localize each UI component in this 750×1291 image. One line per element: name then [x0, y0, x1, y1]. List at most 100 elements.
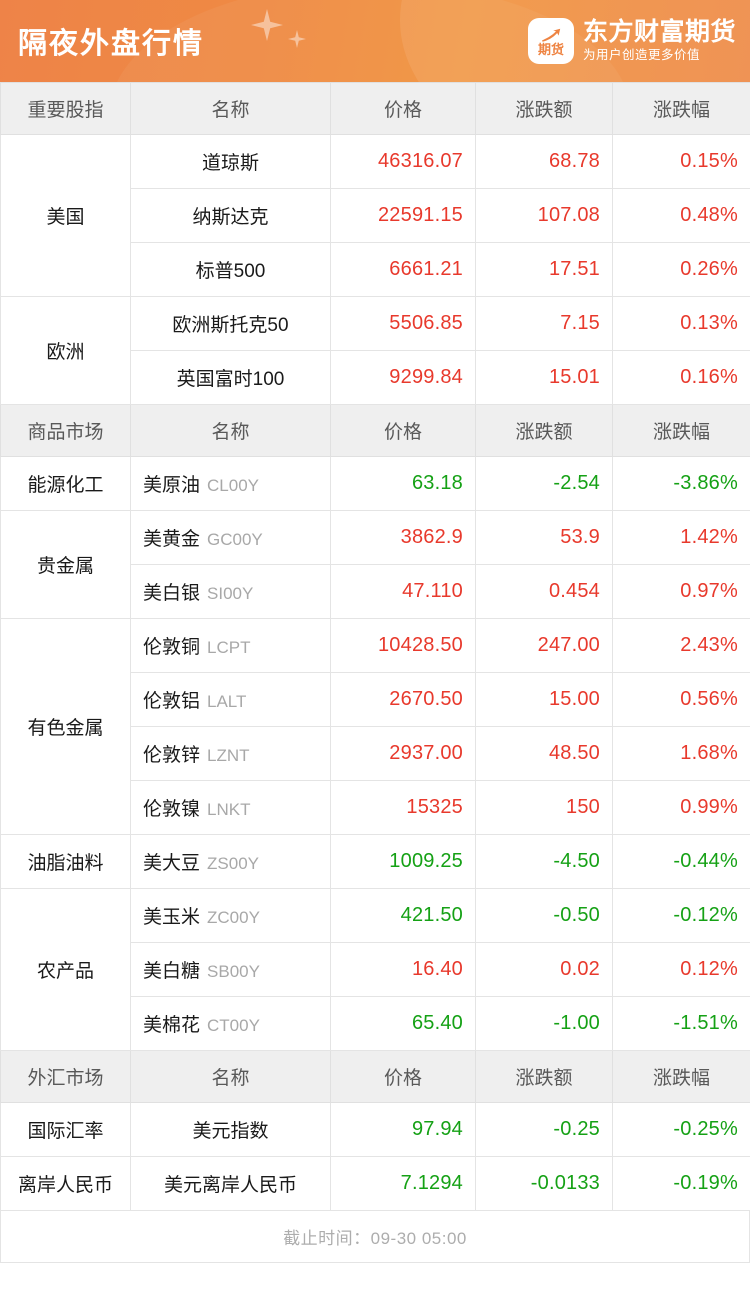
change-cell: 107.08 — [475, 188, 613, 243]
price-cell: 6661.21 — [330, 242, 476, 297]
sparkle-icon — [251, 9, 283, 41]
table-row[interactable]: 美国 道琼斯 46316.07 68.78 0.15% — [0, 134, 750, 297]
price-cell: 46316.07 — [330, 134, 476, 189]
instrument-name: 美黄金 — [143, 529, 201, 550]
brand-logo: 期货 东方财富期货 为用户创造更多价值 — [527, 18, 736, 64]
instrument-name: 欧洲斯托克50 — [172, 315, 289, 336]
table-row[interactable]: 伦敦镍 LNKT 15325 150 0.99% — [1, 780, 750, 835]
price-cell: 421.50 — [330, 888, 476, 943]
category-cell: 农产品 — [0, 888, 131, 1051]
category-cell: 离岸人民币 — [0, 1156, 131, 1211]
table-row[interactable]: 欧洲 欧洲斯托克50 5506.85 7.15 0.13% — [0, 296, 750, 405]
change-cell: 0.454 — [475, 564, 613, 619]
instrument-name-cell: 道琼斯 — [130, 134, 331, 189]
instrument-name: 美元指数 — [192, 1121, 269, 1142]
category-cell: 有色金属 — [0, 618, 131, 835]
price-cell: 2670.50 — [330, 672, 476, 727]
table-row[interactable]: 油脂油料 美大豆 ZS00Y 1009.25 -4.50 -0.44% — [0, 834, 750, 889]
logo-wordmark: 东方财富期货 为用户创造更多价值 — [582, 18, 736, 64]
column-header-3: 涨跌幅 — [612, 82, 750, 135]
column-header-3: 涨跌幅 — [612, 404, 750, 457]
instrument-name: 美棉花 — [143, 1015, 201, 1036]
table-row[interactable]: 美白糖 SB00Y 16.40 0.02 0.12% — [1, 942, 750, 997]
instrument-name: 美玉米 — [143, 907, 201, 928]
change-cell: 15.00 — [475, 672, 613, 727]
change-percent-cell: 0.48% — [612, 188, 750, 243]
change-cell: 7.15 — [475, 296, 613, 351]
section-header-row: 外汇市场 名称 价格 涨跌额 涨跌幅 — [0, 1050, 750, 1103]
quotes-table-body: 重要股指 名称 价格 涨跌额 涨跌幅 美国 道琼斯 46316.07 68.78 0.15% 纳斯达… — [0, 82, 750, 1211]
change-percent-cell: 0.26% — [612, 242, 750, 297]
instrument-name-cell: 伦敦铜 LCPT — [130, 618, 331, 673]
instrument-name: 伦敦镍 — [143, 799, 201, 820]
page-banner: 隔夜外盘行情 期货 东方财富期货 为用户创造更多价值 — [0, 0, 750, 82]
instrument-name: 英国富时100 — [176, 369, 285, 390]
instrument-ticker: SB00Y — [207, 962, 260, 981]
table-row[interactable]: 能源化工 美原油 CL00Y 63.18 -2.54 -3.86% — [0, 456, 750, 511]
change-cell: 48.50 — [475, 726, 613, 781]
table-row[interactable]: 美白银 SI00Y 47.110 0.454 0.97% — [1, 564, 750, 619]
price-cell: 10428.50 — [330, 618, 476, 673]
price-cell: 5506.85 — [330, 296, 476, 351]
logo-slogan: 为用户创造更多价值 — [582, 47, 700, 62]
table-row[interactable]: 农产品 美玉米 ZC00Y 421.50 -0.50 -0.12% — [0, 888, 750, 1051]
change-cell: -4.50 — [475, 834, 613, 889]
price-cell: 63.18 — [330, 456, 476, 511]
instrument-ticker: CL00Y — [207, 476, 259, 495]
column-header-2: 涨跌额 — [475, 1050, 613, 1103]
category-cell: 欧洲 — [0, 296, 131, 405]
quotes-table: 重要股指 名称 价格 涨跌额 涨跌幅 美国 道琼斯 46316.07 68.78 0.15% 纳斯达… — [0, 82, 750, 1211]
table-row[interactable]: 伦敦铝 LALT 2670.50 15.00 0.56% — [1, 672, 750, 727]
table-row[interactable]: 英国富时100 9299.84 15.01 0.16% — [1, 350, 750, 405]
change-cell: -0.25 — [475, 1102, 613, 1157]
table-row[interactable]: 贵金属 美黄金 GC00Y 3862.9 53.9 1.42% — [0, 510, 750, 619]
price-cell: 7.1294 — [330, 1156, 476, 1211]
column-header-0: 名称 — [130, 1050, 331, 1103]
table-row[interactable]: 纳斯达克 22591.15 107.08 0.48% — [1, 188, 750, 243]
price-cell: 9299.84 — [330, 350, 476, 405]
price-cell: 16.40 — [330, 942, 476, 997]
category-cell: 油脂油料 — [0, 834, 131, 889]
category-cell: 能源化工 — [0, 456, 131, 511]
price-cell: 22591.15 — [330, 188, 476, 243]
instrument-name: 伦敦锌 — [143, 745, 201, 766]
change-percent-cell: -0.25% — [612, 1102, 750, 1157]
instrument-name-cell: 美白糖 SB00Y — [130, 942, 331, 997]
table-row[interactable]: 离岸人民币 美元离岸人民币 7.1294 -0.0133 -0.19% — [0, 1156, 750, 1211]
table-row[interactable]: 国际汇率 美元指数 97.94 -0.25 -0.25% — [0, 1102, 750, 1157]
instrument-name-cell: 纳斯达克 — [130, 188, 331, 243]
instrument-ticker: ZS00Y — [207, 854, 259, 873]
change-cell: 0.02 — [475, 942, 613, 997]
change-cell: 17.51 — [475, 242, 613, 297]
price-cell: 1009.25 — [330, 834, 476, 889]
price-cell: 2937.00 — [330, 726, 476, 781]
price-cell: 15325 — [330, 780, 476, 835]
change-percent-cell: 0.97% — [612, 564, 750, 619]
instrument-name: 纳斯达克 — [192, 207, 269, 228]
category-cell: 国际汇率 — [0, 1102, 131, 1157]
instrument-name: 美白银 — [143, 583, 201, 604]
change-percent-cell: 0.56% — [612, 672, 750, 727]
section-label: 外汇市场 — [0, 1050, 131, 1103]
instrument-name-cell: 标普500 — [130, 242, 331, 297]
column-header-1: 价格 — [330, 82, 476, 135]
instrument-name-cell: 美棉花 CT00Y — [130, 996, 331, 1051]
change-percent-cell: -1.51% — [612, 996, 750, 1051]
category-cell: 美国 — [0, 134, 131, 297]
table-row[interactable]: 标普500 6661.21 17.51 0.26% — [1, 242, 750, 297]
instrument-ticker: LZNT — [207, 746, 250, 765]
column-header-0: 名称 — [130, 404, 331, 457]
instrument-ticker: LALT — [207, 692, 247, 711]
change-percent-cell: 0.12% — [612, 942, 750, 997]
instrument-ticker: GC00Y — [207, 530, 263, 549]
instrument-name: 标普500 — [195, 261, 266, 282]
section-label: 商品市场 — [0, 404, 131, 457]
change-cell: 15.01 — [475, 350, 613, 405]
instrument-name-cell: 美黄金 GC00Y — [130, 510, 331, 565]
footer-bar: 截止时间：09-30 05:00 — [0, 1211, 750, 1263]
price-cell: 47.110 — [330, 564, 476, 619]
instrument-name-cell: 英国富时100 — [130, 350, 331, 405]
price-cell: 3862.9 — [330, 510, 476, 565]
instrument-ticker: CT00Y — [207, 1016, 260, 1035]
table-row[interactable]: 有色金属 伦敦铜 LCPT 10428.50 247.00 2.43% — [0, 618, 750, 835]
